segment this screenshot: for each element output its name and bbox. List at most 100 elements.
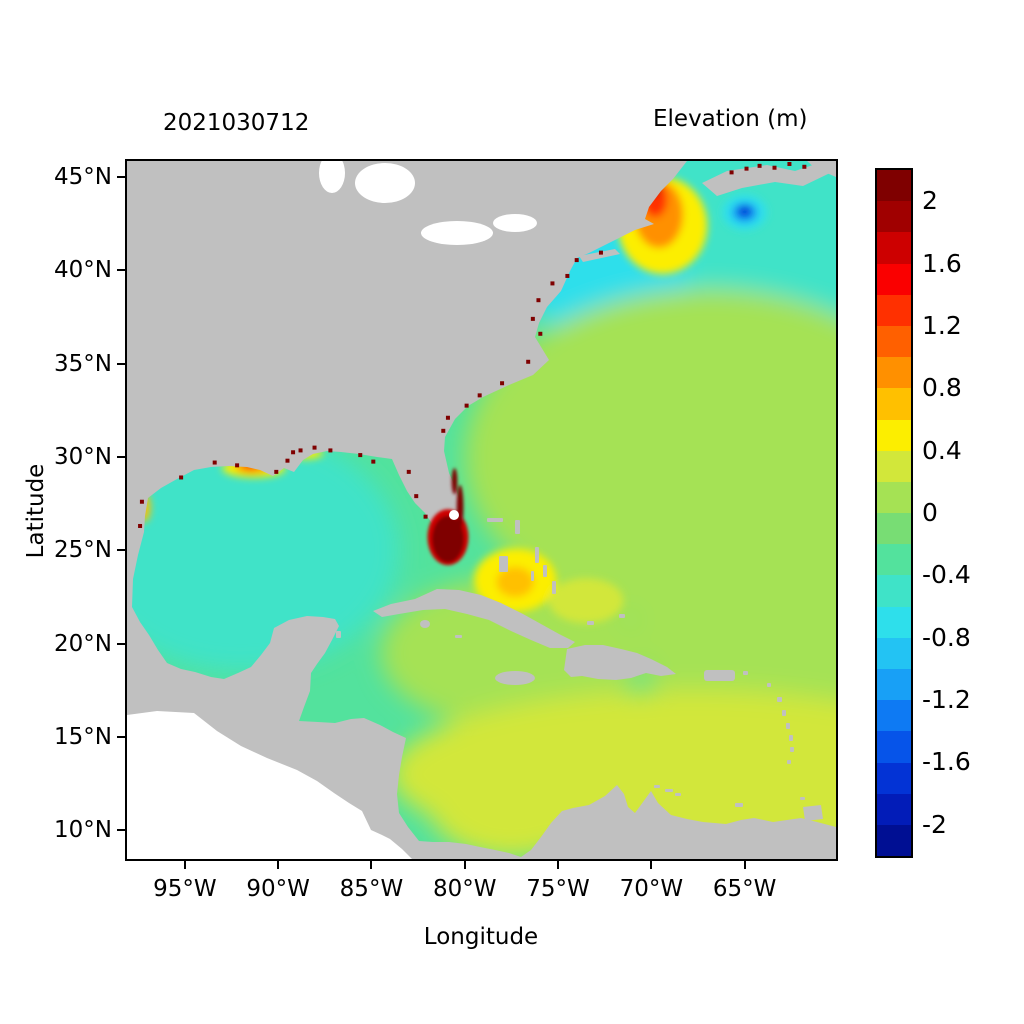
hotspot — [757, 163, 762, 168]
x-tick-label: 90°W — [246, 876, 310, 902]
hotspot — [500, 381, 505, 386]
lake-okeechobee — [449, 510, 459, 520]
hotspot — [536, 298, 541, 303]
small-island — [515, 520, 520, 534]
small-island — [743, 671, 748, 675]
timestamp-title: 2021030712 — [163, 110, 310, 136]
hotspot — [406, 469, 411, 474]
y-tick-label: 45°N — [54, 164, 112, 191]
colorbar-tick-label: -0.4 — [922, 560, 971, 590]
colorbar-segment — [877, 357, 911, 389]
hotspot — [298, 448, 303, 453]
colorbar-segment — [877, 232, 911, 264]
hotspot — [212, 460, 217, 465]
field-region-gulf-of-mexico — [127, 428, 400, 672]
hispaniola — [564, 645, 676, 680]
y-tick-label: 40°N — [54, 257, 112, 284]
hotspot — [139, 499, 144, 504]
hotspot — [328, 448, 333, 453]
lake-ontario — [493, 214, 537, 232]
hotspot — [358, 453, 363, 458]
x-tick-mark — [557, 861, 560, 869]
hotspot — [477, 393, 482, 398]
x-tick-mark — [463, 861, 466, 869]
hotspot — [235, 463, 240, 468]
small-island — [531, 571, 534, 581]
mainland — [127, 161, 836, 859]
small-island — [789, 735, 793, 741]
field-region-florida-everglades — [432, 515, 464, 563]
colorbar-segment — [877, 170, 911, 202]
y-tick-mark — [117, 829, 125, 832]
colorbar-tick-label: 2 — [922, 186, 938, 216]
colorbar-segment — [877, 294, 911, 326]
small-island — [800, 797, 805, 800]
coastal-hotspots — [138, 161, 807, 528]
hotspot — [550, 281, 555, 286]
lake-michigan — [319, 161, 345, 193]
colorbar-segment — [877, 824, 911, 857]
x-tick-label: 65°W — [712, 876, 777, 902]
field-region-florida-east-coast-streak — [456, 484, 464, 530]
hotspot — [772, 165, 777, 170]
hotspot — [526, 359, 531, 364]
x-tick-mark — [743, 861, 746, 869]
small-island — [535, 547, 539, 563]
hotspot — [744, 166, 749, 171]
colorbar-tick-label: -0.8 — [922, 622, 971, 652]
cuba — [373, 589, 575, 648]
hotspot — [538, 331, 543, 336]
outside-domain-layer — [127, 161, 537, 859]
x-tick-label: 75°W — [526, 876, 590, 902]
long-island — [579, 249, 620, 262]
colorbar-title: Elevation (m) — [653, 106, 808, 132]
colorbar-segment — [877, 419, 911, 451]
hotspot — [291, 450, 296, 455]
y-tick-label: 10°N — [54, 817, 112, 844]
hotspot — [530, 316, 535, 321]
small-island — [777, 697, 782, 702]
hotspot — [445, 415, 450, 420]
colorbar-segment — [877, 731, 911, 763]
x-axis-label: Longitude — [423, 924, 539, 950]
colorbar-segment — [877, 513, 911, 545]
colorbar-segment — [877, 575, 911, 607]
colorbar-segment — [877, 544, 911, 576]
x-tick-mark — [277, 861, 280, 869]
small-island — [619, 614, 625, 618]
hotspot — [285, 458, 290, 463]
small-island — [552, 581, 556, 594]
colorbar-tick-label: 0.4 — [922, 435, 962, 465]
hotspot — [441, 428, 446, 433]
hotspot — [179, 475, 184, 480]
colorbar-tick-label: 1.6 — [922, 248, 962, 278]
lake-erie — [421, 221, 493, 245]
hotspot — [729, 170, 734, 175]
map-plot-area — [125, 159, 838, 861]
x-tick-label: 85°W — [339, 876, 404, 902]
x-tick-mark — [370, 861, 373, 869]
colorbar-segment — [877, 201, 911, 233]
hotspot — [274, 469, 279, 474]
colorbar-segment — [877, 325, 911, 358]
colorbar-tick-label: 0 — [922, 498, 938, 527]
colorbar-tick-label: -2 — [922, 809, 947, 839]
hotspot — [371, 459, 376, 464]
y-tick-mark — [117, 549, 125, 552]
isla-juventud — [420, 620, 430, 628]
pacific-ocean-unmodeled — [127, 711, 412, 859]
colorbar-segment — [877, 700, 911, 732]
field-region-turks-patch — [548, 578, 624, 624]
small-island — [455, 635, 462, 638]
small-island — [782, 710, 786, 716]
hotspot — [312, 445, 317, 450]
hotspot — [565, 273, 570, 278]
colorbar-segment — [877, 793, 911, 825]
hotspot — [414, 494, 419, 499]
small-island — [786, 723, 790, 729]
trinidad — [803, 805, 823, 821]
lake-huron — [355, 163, 415, 203]
y-tick-label: 20°N — [54, 630, 112, 657]
y-tick-label: 25°N — [54, 537, 112, 564]
colorbar-tick-label: -1.6 — [922, 747, 971, 777]
